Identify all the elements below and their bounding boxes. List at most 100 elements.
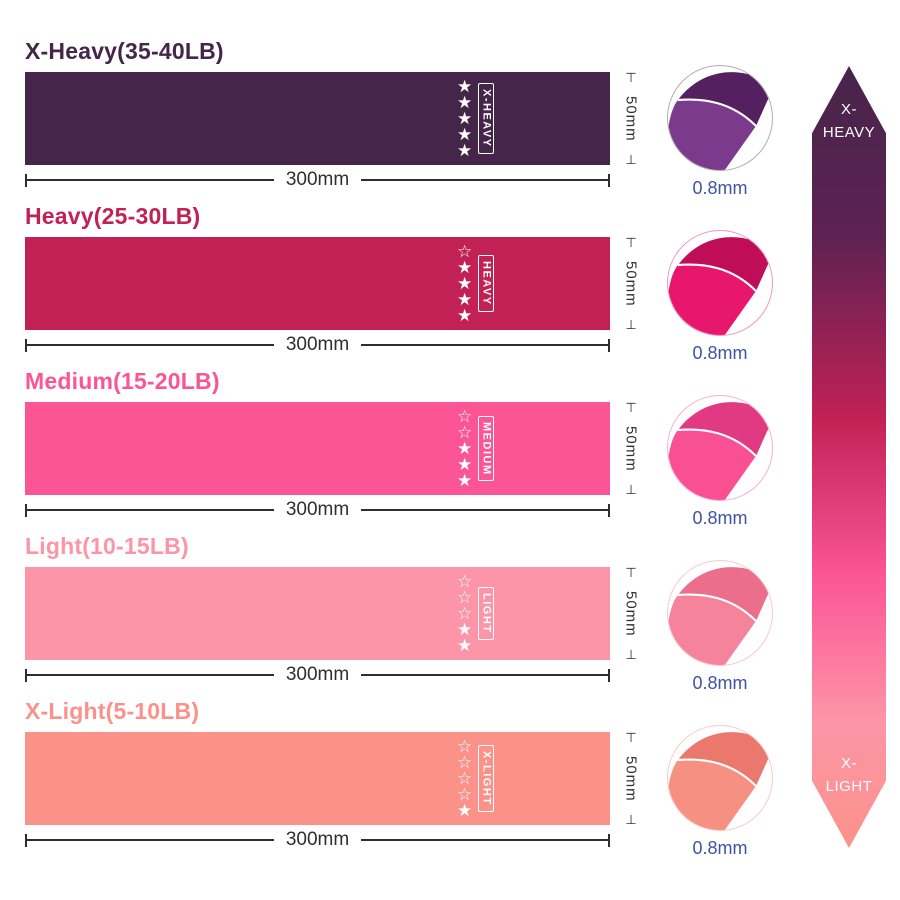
- dimension-line: [361, 839, 609, 841]
- height-dimension-label: 50mm: [622, 590, 640, 637]
- dimension-cap-bottom-icon: ⊥: [625, 647, 637, 662]
- width-dimension: 300mm: [25, 169, 611, 190]
- dimension-cap-bottom-icon: ⊥: [625, 152, 637, 167]
- dimension-cap-top-icon: ⊤: [625, 565, 637, 580]
- band-tag-label: HEAVY: [478, 255, 495, 312]
- dimension-tick-left-icon: [25, 668, 27, 682]
- star-filled-icon: ★: [457, 470, 473, 490]
- dimension-tick-left-icon: [25, 173, 27, 187]
- dimension-line: [27, 674, 274, 676]
- band-tag-label: MEDIUM: [478, 415, 495, 482]
- dimension-cap-top-icon: ⊤: [625, 70, 637, 85]
- star-filled-icon: ★: [457, 635, 473, 655]
- star-filled-icon: ★: [457, 76, 473, 96]
- star-outline-icon: ☆: [457, 603, 473, 623]
- star-rating: ☆ ☆ ★ ★ ★: [457, 406, 473, 490]
- thickness-label: 0.8mm: [692, 673, 748, 693]
- width-dimension-label: 300mm: [285, 169, 350, 190]
- band-label: X-Light(5-10LB): [25, 698, 200, 724]
- band-row: Light(10-15LB) ☆ ☆ ☆ ★ ★ LIGHT ⊤ 50mm ⊥ 300m…: [0, 495, 900, 693]
- star-outline-icon: ☆: [457, 752, 473, 772]
- star-filled-icon: ★: [457, 92, 473, 112]
- arrow-top-label-line1: X-: [841, 101, 857, 118]
- dimension-tick-left-icon: [25, 338, 27, 352]
- dimension-cap-top-icon: ⊤: [625, 730, 637, 745]
- height-dimension-label: 50mm: [622, 755, 640, 802]
- height-dimension: ⊤ 50mm ⊥: [620, 400, 642, 497]
- star-rating: ☆ ☆ ☆ ★ ★: [457, 571, 473, 655]
- star-filled-icon: ★: [457, 289, 473, 309]
- thickness-label: 0.8mm: [692, 838, 748, 858]
- band-rect: ☆ ★ ★ ★ ★ HEAVY: [25, 237, 610, 330]
- star-filled-icon: ★: [457, 619, 473, 639]
- band-marking: ★ ★ ★ ★ ★ X-HEAVY: [457, 72, 495, 165]
- star-rating: ★ ★ ★ ★ ★: [457, 76, 473, 160]
- star-filled-icon: ★: [457, 800, 473, 820]
- band-marking: ☆ ☆ ★ ★ ★ MEDIUM: [457, 402, 495, 495]
- arrow-bottom-label-line2: LIGHT: [825, 778, 873, 795]
- band-rect: ☆ ☆ ☆ ★ ★ LIGHT: [25, 567, 610, 660]
- dimension-tick-right-icon: [608, 173, 611, 187]
- dimension-tick-right-icon: [608, 338, 611, 352]
- arrow-bottom-label-line1: X-: [841, 755, 857, 772]
- band-row: X-Heavy(35-40LB) ★ ★ ★ ★ ★ X-HEAVY ⊤ 50mm ⊥ …: [0, 0, 900, 198]
- height-dimension-label: 50mm: [622, 260, 640, 307]
- thickness-label: 0.8mm: [692, 343, 748, 363]
- star-rating: ☆ ★ ★ ★ ★: [457, 241, 473, 324]
- width-dimension-label: 300mm: [285, 829, 350, 850]
- width-dimension-label: 300mm: [285, 664, 350, 685]
- dimension-line: [361, 344, 609, 346]
- dimension-cap-top-icon: ⊤: [625, 235, 637, 250]
- band-row: Heavy(25-30LB) ☆ ★ ★ ★ ★ HEAVY ⊤ 50mm ⊥ 300m…: [0, 165, 900, 363]
- dimension-line: [361, 179, 609, 181]
- band-rect: ☆ ☆ ★ ★ ★ MEDIUM: [25, 402, 610, 495]
- star-outline-icon: ☆: [457, 406, 473, 426]
- star-outline-icon: ☆: [457, 736, 473, 756]
- band-label: Heavy(25-30LB): [25, 203, 201, 229]
- band-marking: ☆ ★ ★ ★ ★ HEAVY: [457, 237, 495, 330]
- intensity-scale-arrow: X- HEAVY X- LIGHT: [812, 66, 886, 848]
- band-rect: ☆ ☆ ☆ ☆ ★ X-LIGHT: [25, 732, 610, 825]
- band-tag-label: X-LIGHT: [478, 745, 495, 812]
- width-dimension-label: 300mm: [285, 499, 350, 520]
- width-dimension: 300mm: [25, 664, 611, 685]
- star-outline-icon: ☆: [457, 571, 473, 591]
- dimension-cap-bottom-icon: ⊥: [625, 317, 637, 332]
- band-tag-label: X-HEAVY: [478, 83, 495, 154]
- dimension-cap-top-icon: ⊤: [625, 400, 637, 415]
- thickness-label: 0.8mm: [692, 178, 748, 198]
- band-fold-photo: [666, 559, 774, 667]
- star-filled-icon: ★: [457, 140, 473, 160]
- dimension-line: [27, 839, 274, 841]
- arrow-bottom-label: X- LIGHT: [812, 752, 886, 798]
- band-fold-photo-svg: [667, 230, 773, 336]
- star-filled-icon: ★: [457, 454, 473, 474]
- dimension-tick-right-icon: [608, 503, 611, 517]
- star-rating: ☆ ☆ ☆ ☆ ★: [457, 736, 473, 820]
- height-dimension-label: 50mm: [622, 95, 640, 142]
- star-outline-icon: ☆: [457, 241, 473, 261]
- height-dimension: ⊤ 50mm ⊥: [620, 730, 642, 827]
- band-fold-photo-svg: [667, 560, 773, 666]
- band-label: Medium(15-20LB): [25, 368, 220, 394]
- arrow-top-label: X- HEAVY: [812, 98, 886, 144]
- width-dimension: 300mm: [25, 829, 611, 850]
- dimension-line: [361, 509, 609, 511]
- star-filled-icon: ★: [457, 108, 473, 128]
- height-dimension-label: 50mm: [622, 425, 640, 472]
- band-fold-photo: [666, 724, 774, 832]
- dimension-line: [27, 344, 274, 346]
- star-outline-icon: ☆: [457, 422, 473, 442]
- star-outline-icon: ☆: [457, 784, 473, 804]
- star-filled-icon: ★: [457, 273, 473, 293]
- dimension-line: [361, 674, 609, 676]
- band-label: X-Heavy(35-40LB): [25, 38, 224, 64]
- band-marking: ☆ ☆ ☆ ☆ ★ X-LIGHT: [457, 732, 495, 825]
- height-dimension: ⊤ 50mm ⊥: [620, 70, 642, 167]
- arrow-top-label-line2: HEAVY: [822, 124, 876, 141]
- band-fold-photo: [666, 229, 774, 337]
- dimension-cap-bottom-icon: ⊥: [625, 482, 637, 497]
- band-rect: ★ ★ ★ ★ ★ X-HEAVY: [25, 72, 610, 165]
- dimension-cap-bottom-icon: ⊥: [625, 812, 637, 827]
